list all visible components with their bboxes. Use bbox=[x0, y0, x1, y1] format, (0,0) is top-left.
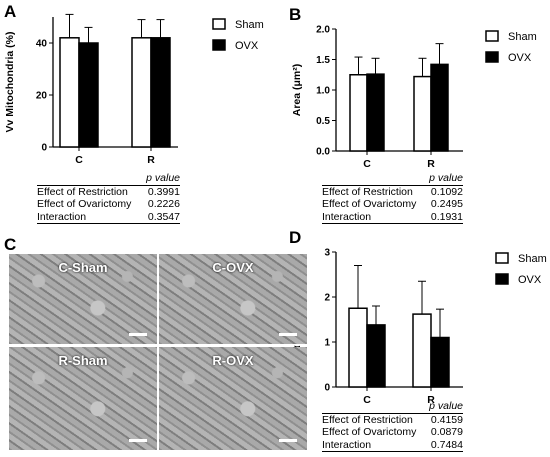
stats-table-b: p value Effect of Restriction 0.1092 Effe… bbox=[322, 172, 463, 224]
panel-letter-d: D bbox=[289, 228, 302, 247]
legend-label: OVX bbox=[518, 274, 542, 286]
legend-swatch bbox=[212, 39, 226, 51]
y-tick-label: 0.0 bbox=[316, 147, 330, 158]
bar-ovx bbox=[78, 42, 99, 148]
bar-ovx bbox=[150, 37, 171, 148]
x-tick-label: R bbox=[147, 154, 155, 166]
y-tick-label: 0 bbox=[324, 383, 330, 394]
bar-sham bbox=[413, 75, 432, 152]
stats-table-a: p value Effect of Restriction 0.3991 Effe… bbox=[37, 172, 180, 224]
stats-label: Effect of Ovarictomy bbox=[322, 426, 417, 438]
y-tick-label: 1.5 bbox=[316, 55, 330, 66]
panel-letter-b: B bbox=[289, 5, 302, 24]
legend-swatch bbox=[495, 273, 509, 285]
bar-ovx bbox=[430, 336, 450, 388]
stats-label: Interaction bbox=[322, 438, 372, 451]
stats-header: p value bbox=[429, 172, 463, 184]
stats-value: 0.2495 bbox=[430, 198, 463, 210]
bar-sham bbox=[348, 307, 368, 388]
stats-label: Interaction bbox=[322, 210, 372, 223]
bar-ovx bbox=[366, 324, 386, 388]
x-tick-label: C bbox=[363, 394, 371, 406]
stats-label: Effect of Restriction bbox=[322, 185, 413, 198]
panel-letter-a: A bbox=[4, 2, 17, 21]
legend-label: Sham bbox=[508, 31, 537, 43]
legend-swatch bbox=[212, 18, 226, 30]
chart-a: 0 20 40 Vv Mitochondria (%) C R Sham OVX bbox=[4, 13, 264, 166]
x-tick-label: R bbox=[427, 158, 435, 170]
stats-value: 0.1092 bbox=[430, 185, 463, 198]
legend-swatch bbox=[495, 252, 509, 264]
micrograph-r-sham: R-Sham bbox=[9, 347, 157, 450]
stats-value: 0.4159 bbox=[430, 413, 463, 426]
stats-value: 0.7484 bbox=[430, 438, 463, 451]
stats-value: 0.1931 bbox=[430, 210, 463, 223]
x-tick-label: C bbox=[75, 154, 83, 166]
stats-header: p value bbox=[146, 172, 180, 184]
y-tick-label: 0 bbox=[41, 143, 47, 154]
legend-swatch bbox=[485, 30, 499, 42]
x-tick-label: C bbox=[363, 158, 371, 170]
y-tick-label: 3 bbox=[324, 248, 330, 259]
micrograph-label: C-Sham bbox=[58, 260, 108, 275]
micrograph-c-ovx: C-OVX bbox=[159, 254, 307, 344]
y-axis-label: Vv Mitochondria (%) bbox=[4, 32, 16, 133]
legend-label: OVX bbox=[235, 40, 259, 52]
bar-sham bbox=[131, 37, 152, 148]
scale-bar bbox=[279, 439, 297, 442]
stats-table-d: p value Effect of Restriction 0.4159 Effe… bbox=[322, 400, 463, 452]
y-tick-label: 1 bbox=[324, 338, 330, 349]
legend-label: Sham bbox=[235, 19, 264, 31]
micrograph-label: R-Sham bbox=[58, 353, 108, 368]
stats-value: 0.3547 bbox=[147, 210, 180, 223]
bar-ovx bbox=[366, 73, 385, 152]
stats-value: 0.3991 bbox=[147, 185, 180, 198]
legend-swatch bbox=[485, 51, 499, 63]
y-tick-label: 1.0 bbox=[316, 86, 330, 97]
x-tick-label: R bbox=[427, 394, 435, 406]
bar-sham bbox=[349, 74, 368, 152]
micrograph-c-sham: C-Sham bbox=[9, 254, 157, 344]
y-tick-label: 40 bbox=[36, 39, 48, 50]
y-tick-label: 2.0 bbox=[316, 25, 330, 36]
micrograph-label: R-OVX bbox=[212, 353, 254, 368]
stats-label: Effect of Restriction bbox=[37, 185, 128, 198]
scale-bar bbox=[279, 333, 297, 336]
chart-b: 0.0 0.5 1.0 1.5 2.0 Area (μm²) C R Sham OVX bbox=[291, 25, 537, 171]
scale-bar bbox=[129, 439, 147, 442]
bar-sham bbox=[59, 37, 80, 148]
panel-letter-c: C bbox=[4, 235, 17, 254]
bar-sham bbox=[412, 313, 432, 388]
stats-value: 0.2226 bbox=[147, 198, 180, 210]
legend-label: Sham bbox=[518, 253, 547, 265]
stats-header: p value bbox=[429, 400, 463, 412]
legend-label: OVX bbox=[508, 52, 532, 64]
stats-label: Interaction bbox=[37, 210, 87, 223]
y-tick-label: 20 bbox=[36, 91, 48, 102]
y-tick-label: 2 bbox=[324, 293, 330, 304]
scale-bar bbox=[129, 333, 147, 336]
stats-label: Effect of Restriction bbox=[322, 413, 413, 426]
y-axis-label: Area (μm²) bbox=[291, 64, 303, 117]
micrograph-r-ovx: R-OVX bbox=[159, 347, 307, 450]
y-tick-label: 0.5 bbox=[316, 116, 330, 127]
stats-label: Effect of Ovarictomy bbox=[322, 198, 417, 210]
stats-value: 0.0879 bbox=[430, 426, 463, 438]
bar-ovx bbox=[430, 63, 449, 152]
stats-label: Effect of Ovarictomy bbox=[37, 198, 132, 210]
micrograph-label: C-OVX bbox=[212, 260, 254, 275]
